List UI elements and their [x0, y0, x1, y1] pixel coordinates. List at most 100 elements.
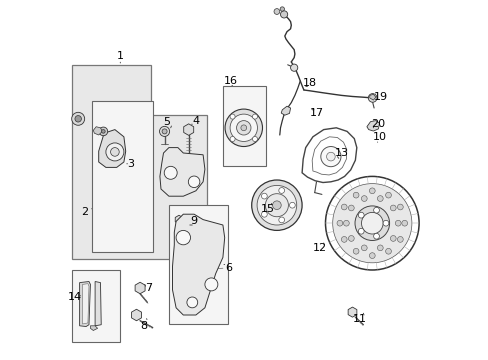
- Text: 1: 1: [117, 51, 123, 61]
- Text: 17: 17: [309, 108, 323, 118]
- Circle shape: [251, 180, 302, 230]
- Circle shape: [389, 235, 395, 241]
- Circle shape: [265, 194, 288, 217]
- Circle shape: [224, 109, 262, 147]
- Circle shape: [382, 220, 388, 226]
- Circle shape: [272, 201, 281, 210]
- Circle shape: [389, 205, 395, 211]
- Polygon shape: [369, 94, 375, 100]
- Circle shape: [377, 196, 383, 202]
- Circle shape: [257, 185, 296, 225]
- Circle shape: [162, 129, 167, 134]
- Polygon shape: [347, 307, 356, 317]
- Circle shape: [326, 152, 335, 161]
- Polygon shape: [93, 127, 102, 135]
- Circle shape: [75, 116, 81, 122]
- Circle shape: [373, 233, 379, 239]
- Circle shape: [401, 220, 407, 226]
- Text: 7: 7: [145, 283, 152, 293]
- Text: 9: 9: [190, 216, 197, 226]
- Circle shape: [336, 220, 342, 226]
- Circle shape: [280, 11, 287, 18]
- Bar: [168, 205, 228, 324]
- Circle shape: [252, 136, 257, 141]
- Polygon shape: [80, 282, 90, 327]
- Circle shape: [343, 220, 348, 226]
- Circle shape: [352, 192, 358, 198]
- Text: 2: 2: [81, 207, 88, 217]
- Circle shape: [261, 211, 267, 217]
- Text: 15: 15: [261, 204, 274, 214]
- Circle shape: [358, 212, 364, 218]
- Circle shape: [204, 278, 218, 291]
- Polygon shape: [131, 309, 141, 321]
- Circle shape: [332, 184, 411, 263]
- Text: 3: 3: [127, 159, 134, 169]
- Text: 5: 5: [163, 117, 170, 127]
- Text: 20: 20: [370, 119, 384, 129]
- Polygon shape: [172, 214, 224, 315]
- Circle shape: [229, 114, 235, 119]
- Polygon shape: [90, 326, 98, 330]
- Circle shape: [273, 9, 279, 14]
- Circle shape: [278, 188, 284, 193]
- Text: 11: 11: [352, 314, 366, 324]
- Text: 14: 14: [67, 292, 81, 302]
- Circle shape: [397, 204, 403, 210]
- Text: 12: 12: [312, 243, 326, 253]
- Polygon shape: [99, 130, 125, 167]
- Circle shape: [289, 202, 295, 208]
- Circle shape: [188, 176, 200, 188]
- Circle shape: [385, 192, 390, 198]
- Circle shape: [367, 94, 376, 102]
- Circle shape: [385, 248, 390, 254]
- Text: 6: 6: [224, 263, 231, 273]
- Circle shape: [280, 7, 284, 11]
- Polygon shape: [135, 282, 145, 294]
- Bar: [223, 86, 265, 166]
- Polygon shape: [281, 106, 290, 115]
- Circle shape: [341, 237, 346, 242]
- Polygon shape: [175, 215, 183, 224]
- Circle shape: [229, 136, 235, 141]
- Polygon shape: [82, 284, 89, 324]
- Circle shape: [373, 207, 379, 213]
- Circle shape: [110, 148, 119, 156]
- Circle shape: [341, 204, 346, 210]
- Circle shape: [230, 114, 257, 141]
- Circle shape: [278, 217, 284, 223]
- Circle shape: [261, 193, 267, 199]
- Circle shape: [361, 212, 382, 234]
- Text: 13: 13: [334, 148, 348, 158]
- Bar: [91, 101, 152, 252]
- Circle shape: [159, 126, 169, 136]
- Circle shape: [102, 130, 105, 133]
- Text: 8: 8: [140, 321, 147, 331]
- Circle shape: [368, 188, 374, 194]
- Circle shape: [241, 125, 246, 131]
- Circle shape: [361, 245, 366, 251]
- Polygon shape: [183, 124, 193, 135]
- Circle shape: [377, 245, 383, 251]
- Circle shape: [236, 121, 250, 135]
- Circle shape: [106, 143, 123, 161]
- Circle shape: [348, 235, 353, 241]
- Circle shape: [358, 228, 364, 234]
- Circle shape: [394, 220, 400, 226]
- Circle shape: [164, 166, 177, 179]
- Polygon shape: [72, 65, 206, 259]
- Circle shape: [72, 112, 84, 125]
- Polygon shape: [366, 121, 379, 131]
- Text: 4: 4: [192, 116, 199, 126]
- Circle shape: [348, 205, 353, 211]
- Circle shape: [361, 196, 366, 202]
- Circle shape: [99, 127, 107, 136]
- Polygon shape: [95, 282, 101, 326]
- Circle shape: [186, 297, 197, 308]
- Circle shape: [354, 206, 389, 240]
- Polygon shape: [160, 148, 204, 196]
- Bar: [72, 270, 120, 342]
- Circle shape: [252, 114, 257, 119]
- Text: 10: 10: [372, 132, 386, 142]
- Text: 19: 19: [373, 92, 387, 102]
